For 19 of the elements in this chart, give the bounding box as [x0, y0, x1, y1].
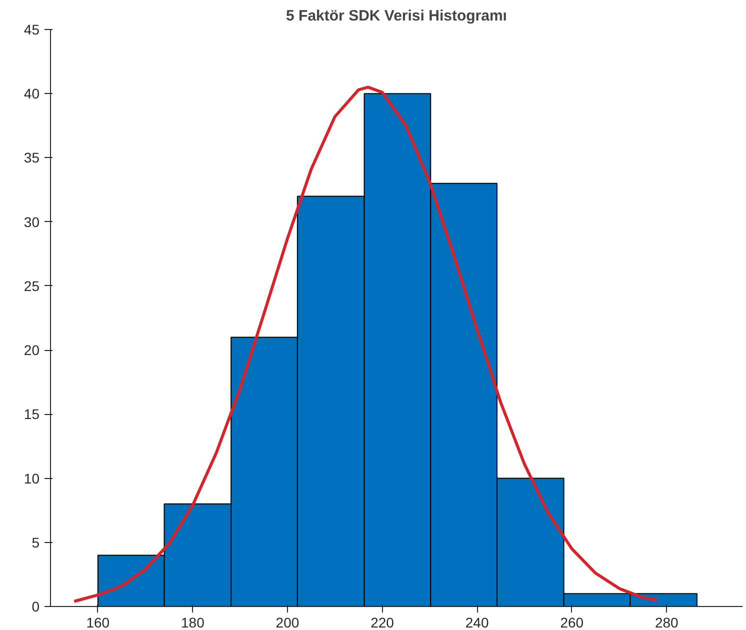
y-tick-label: 10	[24, 470, 40, 486]
x-tick-label: 260	[560, 614, 584, 630]
x-tick-label: 220	[370, 614, 394, 630]
y-tick-label: 0	[32, 598, 40, 614]
chart-title: 5 Faktör SDK Verisi Histogramı	[286, 8, 507, 24]
y-tick-label: 35	[24, 150, 40, 166]
y-tick-label: 20	[24, 342, 40, 358]
x-tick-label: 240	[465, 614, 489, 630]
y-tick-label: 5	[32, 534, 40, 550]
x-tick-label: 200	[276, 614, 300, 630]
y-tick-label: 45	[24, 22, 40, 38]
x-tick-label: 280	[654, 614, 679, 630]
y-tick-label: 25	[24, 278, 40, 294]
line-series	[72, 86, 659, 603]
y-tick-label: 15	[24, 406, 40, 422]
y-tick-label: 30	[24, 214, 40, 230]
x-tick-label: 160	[86, 614, 110, 630]
x-tick-label: 180	[181, 614, 205, 630]
y-tick-label: 40	[24, 86, 40, 102]
